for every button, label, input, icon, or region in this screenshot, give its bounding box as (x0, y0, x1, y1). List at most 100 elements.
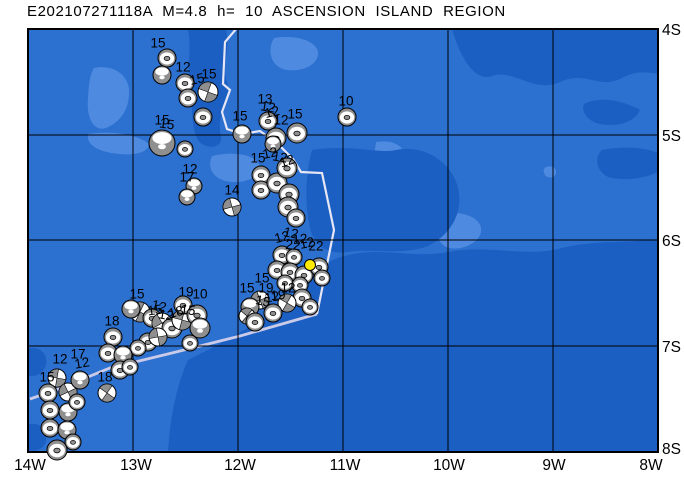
beachball (277, 293, 297, 313)
beachball-center-dot (283, 165, 291, 172)
beachball-center-dot (163, 55, 171, 61)
beachball (292, 288, 312, 308)
depth-label: 12 (150, 297, 168, 315)
depth-label: 12 (273, 113, 288, 128)
depth-label: 15 (287, 107, 302, 122)
depth-label: 15 (180, 302, 196, 318)
bathymetry-patch-dark (306, 148, 460, 253)
beachball (38, 383, 58, 403)
beachball-center-dot (284, 204, 292, 211)
beachball-center-dot (282, 281, 288, 286)
beachball-quadrant (47, 368, 59, 379)
depth-label: 15 (159, 116, 176, 133)
beachball (46, 439, 68, 461)
beachball (313, 269, 331, 287)
beachball (189, 317, 211, 339)
x-tick-label: 9W (542, 457, 566, 474)
depth-label: 22 (285, 237, 302, 253)
depth-label: 12 (298, 234, 316, 252)
depth-label: 12 (52, 352, 67, 367)
beachball-center-dot (168, 325, 176, 332)
beachball-tension-zone (235, 126, 249, 135)
beachball (47, 368, 67, 388)
beachball-center-dot (315, 264, 323, 270)
beachball-tension-zone (124, 301, 138, 310)
beachball (258, 111, 278, 131)
depth-label: 15 (154, 113, 169, 128)
depth-label: 12 (261, 144, 279, 162)
beachball-center-dot (104, 350, 112, 356)
depth-label: 12 (259, 98, 276, 115)
y-tick-label: 7S (662, 339, 681, 356)
beachball-center-dot (77, 380, 83, 385)
bathymetry-patch-dark (583, 99, 640, 126)
epicenter-marker (304, 259, 316, 271)
beachball (68, 393, 86, 411)
beachball-center-dot (70, 440, 76, 445)
beachball-center-dot (159, 75, 165, 80)
depth-label: 15 (188, 70, 206, 88)
beachball-tension-zone (188, 179, 200, 187)
beachball (264, 135, 282, 153)
bathymetry-patch-light (87, 67, 130, 129)
depth-label: 15 (150, 36, 165, 51)
depth-label: 19 (178, 285, 193, 300)
bathymetry-patch-dark (597, 147, 658, 180)
beachball-tension-zone (192, 319, 208, 329)
beachball-center-dot (46, 407, 54, 413)
beachball-center-dot (264, 118, 272, 124)
depth-label: 12 (263, 103, 281, 121)
beachball-quadrant (157, 335, 168, 347)
beachball-center-dot (187, 341, 193, 346)
depth-label: 19 (270, 287, 287, 303)
beachball (276, 157, 298, 179)
beachball-center-dot (193, 312, 201, 319)
beachball-quadrant (148, 327, 159, 339)
beachball-center-dot (239, 134, 245, 139)
beachball-quadrant (198, 81, 212, 93)
beachball-quadrant (240, 307, 253, 317)
beachball-tension-zone (116, 347, 130, 356)
beachball (263, 303, 283, 323)
bathymetry-patch-light (270, 36, 319, 71)
beachball (129, 339, 147, 357)
depth-label: 12 (280, 281, 295, 296)
beachball-center-dot (292, 215, 300, 221)
depth-label: 18 (104, 314, 119, 329)
bathymetry-patch-dark (28, 347, 47, 376)
beachball-tension-zone (243, 299, 257, 308)
beachball (40, 418, 60, 438)
depth-label: 10 (338, 94, 353, 109)
depth-label: 19 (258, 281, 273, 296)
beachball-center-dot (120, 355, 126, 360)
beachball-center-dot (64, 430, 70, 435)
beachball-tension-zone (267, 137, 279, 145)
beachball (103, 327, 123, 347)
beachball-tension-zone (73, 372, 87, 381)
beachball-tension-zone (181, 190, 193, 198)
beachball-center-dot (158, 144, 166, 150)
beachball-center-dot (184, 197, 190, 201)
depth-label: 18 (167, 303, 185, 321)
beachball (286, 122, 308, 144)
beachball (148, 327, 168, 347)
beachball (64, 433, 82, 451)
depth-label: 12 (263, 288, 280, 305)
beachball (197, 81, 219, 103)
beachball-center-dot (109, 334, 117, 340)
beachball-center-dot (128, 309, 134, 314)
beachball-center-dot (179, 302, 187, 308)
depth-label: 12 (157, 306, 174, 323)
x-tick-label: 13W (120, 457, 152, 474)
depth-label: 15 (129, 287, 144, 302)
beachball-center-dot (286, 269, 294, 275)
depth-label: 22 (308, 239, 323, 254)
x-tick-label: 10W (433, 457, 465, 474)
depth-label: 12 (282, 224, 300, 242)
beachball (70, 370, 90, 390)
beachball-center-dot (278, 252, 286, 258)
beachball (157, 48, 177, 68)
beachball-center-dot (251, 319, 259, 325)
